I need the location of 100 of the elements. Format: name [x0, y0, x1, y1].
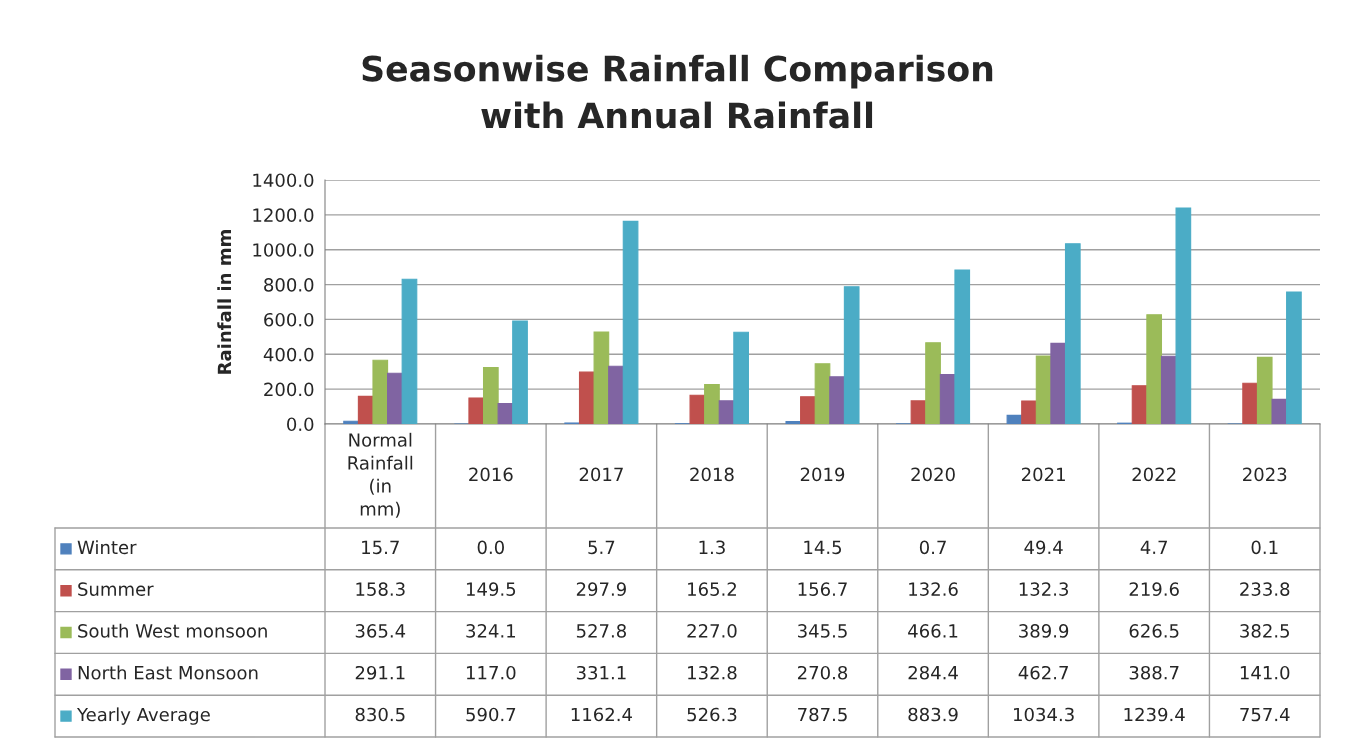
data-label: 233.8	[1240, 582, 1290, 596]
bar	[578, 371, 595, 424]
data-label: 219.6	[1129, 582, 1179, 596]
data-label: 0.1	[1251, 540, 1278, 555]
data-label: 15.7	[362, 540, 399, 555]
data-label: 787.5	[798, 707, 847, 722]
data-label: 291.1	[355, 665, 405, 680]
data-label: 462.7	[1018, 665, 1068, 680]
data-label: 227.0	[687, 624, 737, 638]
y-tick-label: 400.0	[263, 347, 314, 362]
data-label: 1034.3	[1014, 707, 1074, 722]
x-tick-label: 2018	[690, 467, 734, 482]
data-label: 389.9	[1019, 624, 1069, 638]
bar	[800, 396, 816, 424]
y-tick-label: 0.0	[287, 417, 314, 432]
data-label: 388.7	[1129, 665, 1179, 680]
bar	[1256, 356, 1273, 424]
data-label: 757.4	[1240, 707, 1290, 722]
x-tick-label: 2019	[800, 467, 845, 482]
data-label: 382.5	[1240, 624, 1289, 638]
data-label: 132.6	[909, 582, 958, 596]
data-label: 117.0	[466, 665, 516, 680]
x-tick-label: 2021	[1021, 467, 1065, 482]
x-tick-label: 2023	[1243, 467, 1287, 482]
y-tick-label: 1000.0	[253, 243, 314, 257]
data-label: 5.7	[588, 540, 615, 555]
data-label: 626.5	[1129, 624, 1179, 638]
data-label: 4.7	[1140, 540, 1167, 554]
data-label: 132.3	[1019, 582, 1069, 596]
data-label: 590.7	[466, 707, 516, 722]
bar	[401, 278, 418, 424]
bar	[1006, 414, 1023, 424]
bar	[512, 320, 528, 424]
bar	[954, 269, 971, 424]
data-label: 526.3	[687, 707, 737, 722]
data-label: 0.7	[919, 540, 946, 555]
bar	[1175, 207, 1192, 424]
data-label: 158.3	[356, 582, 405, 596]
data-label: 132.8	[688, 665, 737, 680]
bar	[387, 372, 403, 424]
data-label: 1162.4	[571, 707, 632, 722]
bar	[704, 383, 720, 424]
data-label: 14.5	[804, 540, 842, 555]
bar	[608, 365, 624, 424]
bar	[468, 397, 485, 424]
data-label: 345.5	[798, 624, 847, 638]
data-label: 270.8	[797, 665, 848, 680]
data-label: 49.4	[1024, 540, 1063, 555]
bar	[1021, 400, 1037, 424]
data-label: 527.8	[576, 624, 626, 638]
bar	[1131, 385, 1148, 424]
x-tick-label: Normal Rainfall (in mm)	[348, 432, 413, 518]
x-tick-label: 2020	[911, 467, 955, 482]
y-tick-label: 200.0	[264, 382, 314, 397]
data-label: 466.1	[908, 624, 958, 638]
bar	[1035, 355, 1052, 424]
bar	[814, 363, 831, 424]
bar	[910, 400, 927, 424]
y-tick-label: 1200.0	[253, 208, 314, 222]
bar	[829, 376, 845, 424]
data-label: 324.1	[466, 624, 516, 638]
data-label: 331.1	[576, 665, 626, 680]
bar	[1064, 243, 1081, 424]
y-axis-title: Rainfall in mm	[217, 230, 232, 374]
bar	[733, 331, 749, 424]
bar	[718, 400, 735, 424]
y-tick-label: 1400.0	[253, 173, 314, 188]
bar	[1242, 382, 1258, 424]
data-label: 1.3	[699, 540, 725, 555]
data-label: 165.2	[688, 582, 736, 596]
bar	[497, 403, 514, 424]
bar	[1146, 314, 1163, 424]
chart-title: Seasonwise Rainfall Comparison with Annual Rainfall	[362, 54, 993, 129]
legend-label: South West monsoon	[78, 623, 267, 638]
data-label: 297.9	[576, 582, 626, 596]
legend-label: Summer	[78, 582, 154, 596]
bar	[1286, 291, 1302, 424]
bar	[372, 359, 389, 424]
data-label: 284.4	[908, 665, 958, 680]
bar	[843, 286, 860, 424]
x-tick-label: 2016	[469, 467, 513, 482]
bar	[1271, 398, 1288, 424]
bar	[925, 342, 941, 424]
x-tick-label: 2022	[1132, 467, 1176, 482]
bar	[482, 366, 499, 424]
bar	[593, 331, 610, 424]
data-label: 156.7	[798, 582, 847, 596]
legend-label: North East Monsoon	[78, 665, 258, 680]
bar	[1050, 342, 1067, 424]
data-label: 149.5	[466, 582, 516, 596]
data-label: 883.9	[908, 707, 958, 722]
legend-label: Yearly Average	[76, 707, 210, 725]
y-tick-label: 600.0	[264, 312, 314, 327]
bar	[689, 394, 706, 424]
bar	[622, 220, 639, 424]
data-label: 0.0	[477, 540, 504, 555]
data-label: 1239.4	[1124, 707, 1185, 722]
data-label: 141.0	[1240, 665, 1290, 680]
y-tick-label: 800.0	[264, 278, 314, 292]
legend-label: Winter	[77, 540, 137, 555]
